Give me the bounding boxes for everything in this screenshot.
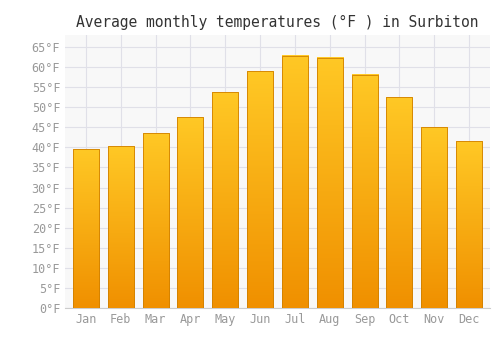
Bar — [352, 75, 378, 308]
Bar — [456, 141, 482, 308]
Bar — [247, 71, 273, 308]
Bar — [352, 75, 378, 308]
Bar — [316, 58, 343, 308]
Bar — [178, 117, 204, 308]
Bar — [73, 149, 99, 308]
Bar — [282, 56, 308, 308]
Bar — [456, 141, 482, 308]
Bar — [212, 92, 238, 308]
Title: Average monthly temperatures (°F ) in Surbiton: Average monthly temperatures (°F ) in Su… — [76, 15, 479, 30]
Bar — [247, 71, 273, 308]
Bar — [108, 146, 134, 308]
Bar — [142, 133, 169, 308]
Bar — [421, 127, 448, 308]
Bar — [421, 127, 448, 308]
Bar — [386, 97, 412, 308]
Bar — [386, 97, 412, 308]
Bar — [108, 146, 134, 308]
Bar — [316, 58, 343, 308]
Bar — [178, 117, 204, 308]
Bar — [142, 133, 169, 308]
Bar — [212, 92, 238, 308]
Bar — [282, 56, 308, 308]
Bar — [73, 149, 99, 308]
